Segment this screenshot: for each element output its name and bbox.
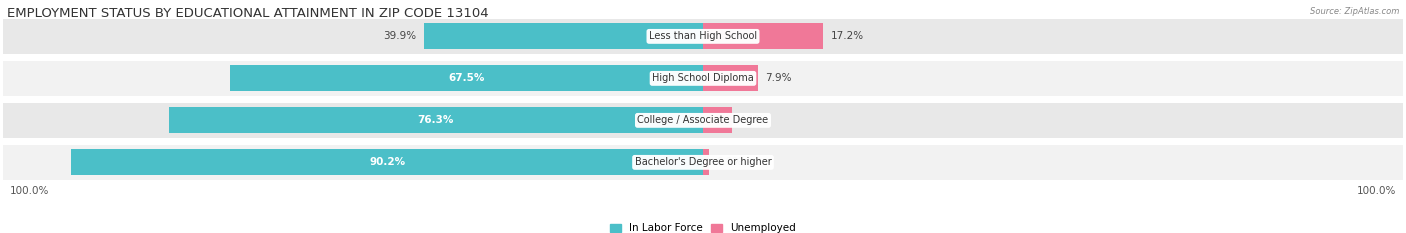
Bar (3, 103, 1403, 138)
Text: 67.5%: 67.5% (449, 73, 485, 83)
Text: High School Diploma: High School Diploma (652, 73, 754, 83)
Bar (3, 61, 1403, 96)
Text: 0.9%: 0.9% (716, 157, 742, 167)
Bar (3, 144, 1403, 180)
Bar (169, 107, 703, 133)
Bar (703, 107, 731, 133)
Text: 7.9%: 7.9% (765, 73, 792, 83)
Text: Source: ZipAtlas.com: Source: ZipAtlas.com (1309, 7, 1399, 16)
Text: 17.2%: 17.2% (831, 31, 863, 41)
Bar (703, 65, 758, 91)
Legend: In Labor Force, Unemployed: In Labor Force, Unemployed (610, 223, 796, 233)
Text: 39.9%: 39.9% (384, 31, 416, 41)
Text: 100.0%: 100.0% (1357, 186, 1396, 196)
Text: College / Associate Degree: College / Associate Degree (637, 115, 769, 125)
Bar (703, 149, 709, 175)
Text: 4.1%: 4.1% (738, 115, 765, 125)
Text: 76.3%: 76.3% (418, 115, 454, 125)
Bar (72, 149, 703, 175)
Bar (3, 19, 1403, 54)
Bar (703, 23, 824, 49)
Text: EMPLOYMENT STATUS BY EDUCATIONAL ATTAINMENT IN ZIP CODE 13104: EMPLOYMENT STATUS BY EDUCATIONAL ATTAINM… (7, 7, 489, 20)
Bar (231, 65, 703, 91)
Bar (423, 23, 703, 49)
Text: 90.2%: 90.2% (370, 157, 405, 167)
Text: Bachelor's Degree or higher: Bachelor's Degree or higher (634, 157, 772, 167)
Text: Less than High School: Less than High School (650, 31, 756, 41)
Text: 100.0%: 100.0% (10, 186, 49, 196)
